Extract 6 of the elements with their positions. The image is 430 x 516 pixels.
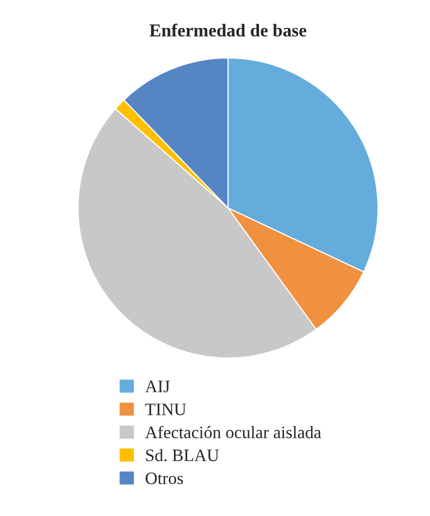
legend-label: AIJ <box>145 380 170 392</box>
legend-label: Otros <box>146 472 183 484</box>
chart-title: Enfermedad de base <box>150 24 306 37</box>
legend-label: Sd. BLAU <box>146 448 219 462</box>
legend-label: TINU <box>145 404 186 416</box>
legend-label: Afectación ocular aislada <box>145 426 322 438</box>
